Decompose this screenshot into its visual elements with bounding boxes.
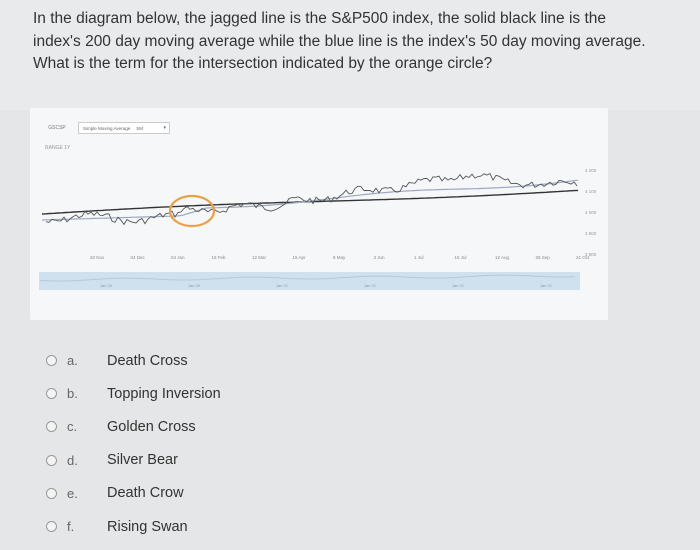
radio-button[interactable] xyxy=(46,454,57,466)
option-e[interactable]: e. Death Crow xyxy=(46,477,446,510)
navigator-label: Jan 21 xyxy=(276,283,289,288)
radio-button[interactable] xyxy=(46,521,57,533)
x-axis-label: 15 Apr xyxy=(293,255,307,260)
x-axis-label: 3 Jun xyxy=(374,255,386,260)
chevron-down-icon: ▾ xyxy=(163,125,166,131)
x-axis-label: 12 Mar xyxy=(252,255,267,260)
x-axis-label: 8 May xyxy=(333,255,346,260)
navigator-label: Jan 20 xyxy=(100,283,113,288)
x-axis-label: 20 Nov xyxy=(90,255,105,260)
option-b[interactable]: b. Topping Inversion xyxy=(46,377,446,410)
chart-range-label: RANGE 1Y xyxy=(45,145,71,151)
option-text: Silver Bear xyxy=(107,452,178,469)
navigator-label: Jan 21 xyxy=(540,283,553,288)
answer-options: a. Death Cross b. Topping Inversion c. G… xyxy=(46,344,446,543)
option-f[interactable]: f. Rising Swan xyxy=(46,510,446,543)
ma200-line xyxy=(41,189,579,215)
option-letter: b. xyxy=(67,386,78,402)
radio-button[interactable] xyxy=(46,487,57,499)
radio-button[interactable] xyxy=(46,421,57,433)
option-text: Rising Swan xyxy=(107,518,188,535)
option-letter: c. xyxy=(67,419,78,435)
radio-button[interactable] xyxy=(46,355,57,367)
option-letter: e. xyxy=(67,485,78,501)
ma50-line xyxy=(41,179,579,221)
x-axis-label: 15 Jul xyxy=(455,255,467,260)
navigator-label: Jan 21 xyxy=(452,283,465,288)
option-text: Topping Inversion xyxy=(107,385,221,402)
option-a[interactable]: a. Death Cross xyxy=(46,344,446,377)
chart-toolbar: GSCSP Simple Moving Average SM ▾ xyxy=(42,121,170,135)
chart-symbol[interactable]: GSCSP xyxy=(48,125,66,131)
option-d[interactable]: d. Silver Bear xyxy=(46,444,446,477)
navigator-label: Jan 21 xyxy=(364,283,377,288)
radio-button[interactable] xyxy=(46,388,57,400)
y-axis-label: 3 900 xyxy=(585,231,597,236)
x-axis-label: 12 Aug xyxy=(495,255,510,260)
navigator-line xyxy=(39,274,576,282)
indicator-period: SM xyxy=(136,125,143,131)
option-c[interactable]: c. Golden Cross xyxy=(46,410,446,443)
option-text: Golden Cross xyxy=(107,418,196,435)
stock-chart: 20 Nov 04 Dec 04 Jan 18 Feb 12 Mar 15 Apr 8 Ma… xyxy=(39,168,597,290)
option-text: Death Cross xyxy=(107,352,188,369)
x-axis-label: 28 Sep xyxy=(536,255,551,260)
y-axis-label: 4 100 xyxy=(585,189,597,194)
index-line xyxy=(45,173,578,226)
x-axis-label: 18 Feb xyxy=(212,255,227,260)
y-axis-label: 4 000 xyxy=(585,210,597,215)
indicator-selector[interactable]: Simple Moving Average SM ▾ xyxy=(78,122,170,134)
option-text: Death Crow xyxy=(107,485,184,502)
x-axis-label: 04 Jan xyxy=(171,255,185,260)
navigator-label: Jan 20 xyxy=(188,283,201,288)
x-axis-label: 21 Oct xyxy=(576,255,590,260)
option-letter: f. xyxy=(67,519,75,535)
x-axis-label: 04 Dec xyxy=(131,255,146,260)
x-axis-label: 1 Jul xyxy=(414,255,424,260)
option-letter: a. xyxy=(67,353,78,369)
question-panel: In the diagram below, the jagged line is… xyxy=(0,0,700,110)
highlight-circle xyxy=(168,194,216,228)
navigator-bar[interactable] xyxy=(39,272,580,290)
indicator-label: Simple Moving Average xyxy=(83,125,131,131)
y-axis-label: 4 200 xyxy=(585,168,597,173)
question-text: In the diagram below, the jagged line is… xyxy=(33,10,646,72)
option-letter: d. xyxy=(67,452,78,468)
y-axis-label: 3 800 xyxy=(585,252,597,257)
